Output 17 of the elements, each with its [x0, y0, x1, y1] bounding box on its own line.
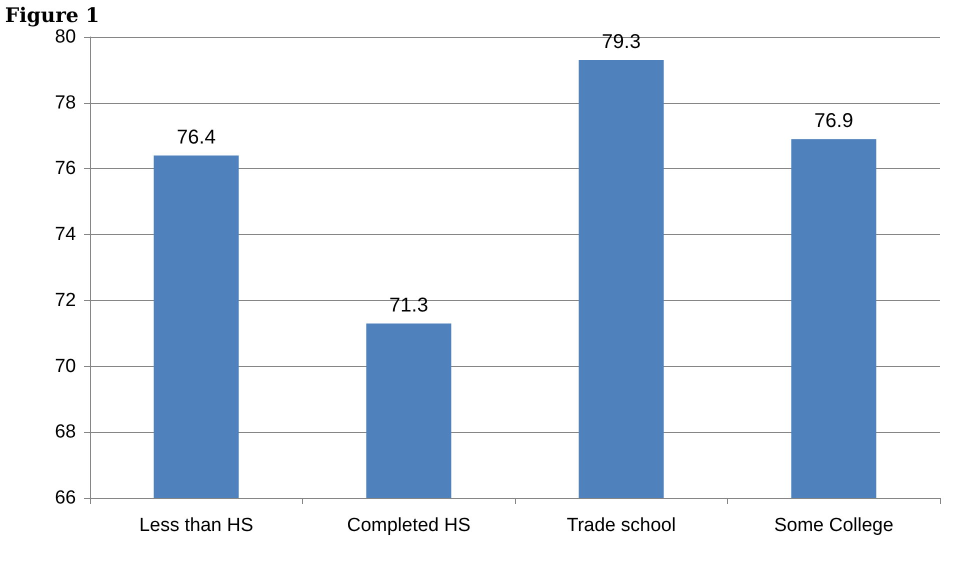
x-tick-label: Less than HS — [139, 515, 254, 536]
y-tick-label: 70 — [54, 356, 76, 377]
y-tick-label: 68 — [54, 422, 76, 443]
x-tick-label: Completed HS — [346, 515, 471, 536]
y-tick-label: 78 — [54, 92, 76, 114]
y-tick-label: 76 — [54, 158, 76, 180]
y-tick-label: 80 — [54, 26, 76, 48]
y-tick-label: 66 — [54, 488, 76, 508]
data-label: 76.9 — [814, 110, 854, 132]
data-label: 76.4 — [176, 126, 216, 149]
data-label: 79.3 — [602, 31, 641, 54]
x-tick-label: Some College — [774, 515, 894, 536]
data-label: 71.3 — [389, 294, 428, 316]
y-tick-label: 72 — [54, 290, 76, 311]
y-tick-label: 74 — [54, 224, 76, 246]
x-tick-label: Trade school — [566, 515, 676, 536]
chart-title: Figure 1 — [5, 3, 100, 27]
